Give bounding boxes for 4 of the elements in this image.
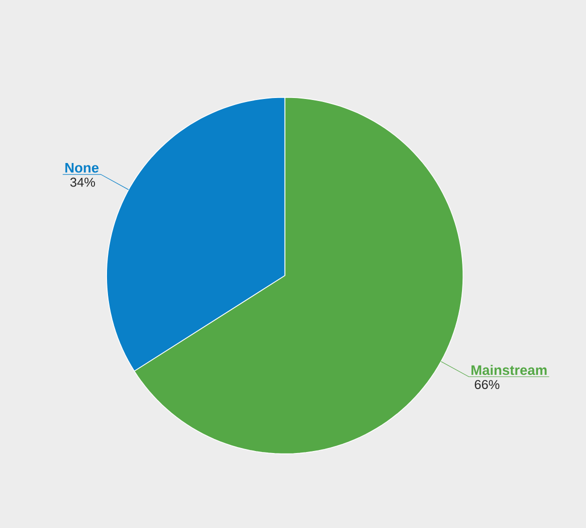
- slice-label: Mainstream: [472, 365, 547, 376]
- data-label: 66%: [474, 380, 500, 390]
- data-label: 34%: [70, 178, 95, 187]
- slice-label: None: [65, 163, 99, 173]
